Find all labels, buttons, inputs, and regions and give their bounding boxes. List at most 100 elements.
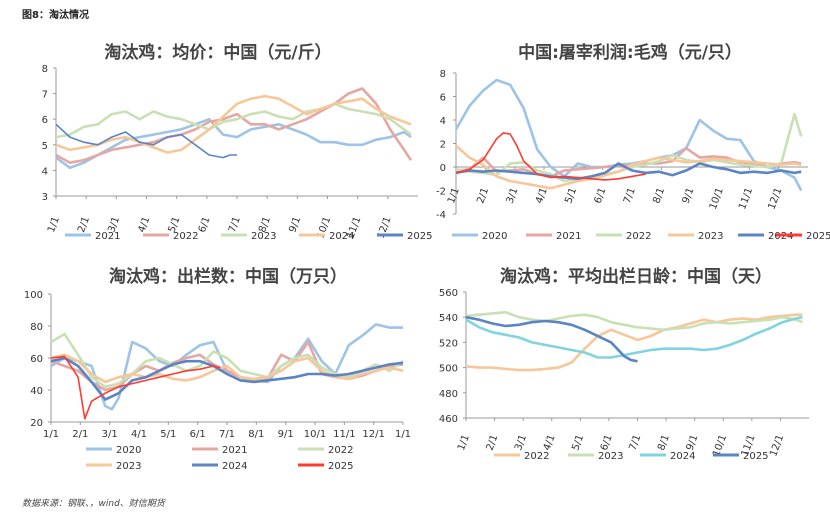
legend-label: 2022	[524, 451, 549, 462]
x-tick-label: 5/1	[570, 433, 586, 452]
y-tick-label: 60	[30, 354, 43, 365]
chart-4: 淘汰鸡：平均出栏日龄：中国（天） 460 480 500 520 540 560 1/1 2/1…	[439, 266, 809, 462]
x-tick-label: 1/1	[395, 429, 411, 440]
x-tick-label: 7/1	[622, 186, 638, 205]
x-tick-label: 6/1	[190, 429, 206, 440]
figure-label: 图8：淘汰情况	[22, 10, 89, 21]
y-tick-label: 540	[439, 313, 458, 324]
x-tick-label: 4/1	[542, 433, 558, 452]
legend-label: 2020	[482, 231, 507, 242]
y-tick-label: 7	[42, 90, 48, 101]
y-tick-label: 8	[440, 69, 446, 80]
chart-1: 淘汰鸡：均价：中国（元/斤） 3 4 5 6 7 8 1/1 2/1 3/1 4/1 5/1 6/1 7/…	[42, 42, 433, 242]
legend: 2020 2021 2022 2023 2024 2025	[86, 445, 353, 472]
x-tick-label: 11/1	[333, 429, 355, 440]
y-tick-label: 4	[42, 166, 48, 177]
legend-label: 2021	[556, 231, 581, 242]
series-line-2024	[455, 162, 802, 181]
y-tick-label: 560	[439, 288, 458, 299]
legend-label: 2023	[251, 231, 276, 242]
y-tick-label: 6	[42, 115, 48, 126]
legend-label: 2023	[598, 451, 623, 462]
x-tick-label: 1/1	[446, 186, 462, 205]
legend-label: 2025	[407, 231, 432, 242]
chart-3: 淘汰鸡：出栏数：中国（万只） 20 40 60 80 100 1/1 2/1 3/1 4/1 5/1…	[24, 266, 411, 472]
x-tick-label: 8/1	[257, 215, 273, 234]
chart-title: 淘汰鸡：平均出栏日龄：中国（天）	[500, 266, 772, 287]
x-tick-label: 4/1	[131, 429, 147, 440]
y-tick-label: 520	[439, 338, 458, 349]
legend-label: 2020	[116, 445, 141, 456]
x-tick-label: 2/1	[72, 429, 88, 440]
x-tick-label: 9/1	[278, 429, 294, 440]
legend-label: 2025	[328, 461, 353, 472]
x-tick-label: 3/1	[505, 186, 521, 205]
legend-label: 2021	[95, 231, 120, 242]
x-tick-label: 7/1	[627, 433, 643, 452]
x-tick-label: 1/1	[46, 215, 62, 234]
x-tick-label: 5/1	[563, 186, 579, 205]
series-line-2022	[455, 112, 803, 183]
y-tick-label: 5	[42, 141, 48, 152]
x-tick-label: 4/1	[136, 215, 152, 234]
y-tick-label: 8	[42, 64, 48, 75]
x-tick-label: 2/1	[475, 186, 491, 205]
x-tick-label: 12/1	[766, 186, 784, 211]
y-tick-label: 500	[439, 364, 458, 375]
legend-label: 2023	[116, 461, 141, 472]
chart-2: 中国:屠宰利润:毛鸡（元/只） -4 -2 0 2 4 6 8 1/1 2/1 3/1 4/1 5/1 6…	[436, 42, 830, 242]
series-line-2023	[455, 144, 802, 190]
legend-label: 2022	[173, 231, 198, 242]
legend-label: 2023	[698, 231, 723, 242]
legend-label: 2024	[670, 451, 695, 462]
series-line-2023	[465, 310, 803, 332]
legend-label: 2022	[328, 445, 353, 456]
y-tick-label: 4	[440, 116, 446, 127]
x-tick-label: 4/1	[534, 186, 550, 205]
x-tick-label: 6/1	[593, 186, 609, 205]
x-tick-label: 1/1	[43, 429, 59, 440]
series-line-2025	[50, 355, 221, 420]
series-line-2024	[465, 315, 803, 359]
y-tick-label: -4	[436, 210, 446, 221]
y-tick-label: -2	[436, 187, 446, 198]
y-tick-label: 80	[30, 322, 43, 333]
x-tick-label: 7/1	[219, 429, 235, 440]
x-tick-label: 8/1	[651, 186, 667, 205]
y-tick-label: 40	[30, 386, 43, 397]
x-tick-label: 3/1	[513, 433, 529, 452]
y-tick-label: 0	[440, 163, 446, 174]
legend-label: 2025	[743, 451, 768, 462]
legend: 2022 2023 2024 2025	[494, 451, 768, 462]
y-tick-label: 20	[30, 418, 43, 429]
x-tick-label: 9/1	[681, 186, 697, 205]
x-tick-label: 8/1	[248, 429, 264, 440]
x-tick-label: 6/1	[599, 433, 615, 452]
x-tick-label: 9/1	[287, 215, 303, 234]
x-tick-label: 8/1	[656, 433, 672, 452]
y-tick-label: 2	[440, 140, 446, 151]
x-tick-label: 12/1	[362, 429, 384, 440]
series-line-2023	[50, 353, 404, 384]
series-line-2021	[55, 117, 412, 170]
x-tick-label: 10/1	[708, 186, 726, 211]
series-line-2020	[454, 78, 803, 192]
legend-label: 2024	[329, 231, 354, 242]
series-line-2022	[50, 332, 404, 389]
y-tick-label: 6	[440, 93, 446, 104]
series-line-2024	[50, 356, 404, 401]
legend-label: 2024	[222, 461, 247, 472]
series-line-2025	[465, 315, 638, 363]
legend-label: 2021	[222, 445, 247, 456]
x-tick-label: 5/1	[167, 215, 183, 234]
series-line-2023	[55, 102, 412, 139]
series-line-2025	[55, 123, 237, 159]
series-line-2022	[465, 313, 803, 372]
series-line-2025	[455, 132, 646, 181]
x-tick-label: 2/1	[76, 215, 92, 234]
x-tick-label: 6/1	[197, 215, 213, 234]
x-tick-label: 3/1	[106, 215, 122, 234]
source-note: 数据来源：钢联、，wind、财信期货	[22, 499, 165, 509]
